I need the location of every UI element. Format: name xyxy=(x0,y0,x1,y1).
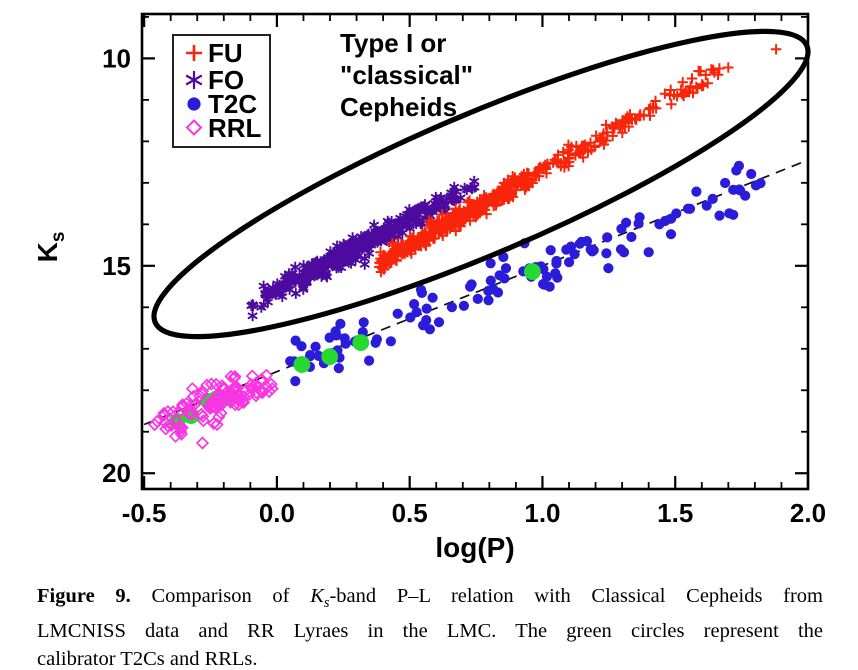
fo-asterisk-icon xyxy=(185,71,203,89)
caption-line-1: Figure 9. Comparison of Ks-band P–L rela… xyxy=(37,585,823,612)
scatter-points xyxy=(374,44,782,278)
caption-figure-label: Figure 9. xyxy=(37,585,131,607)
t2c-rrl-fit-line xyxy=(143,159,809,426)
caption-line-3: calibrator T2Cs and RRLs. xyxy=(37,648,258,670)
scatter-points xyxy=(147,368,279,450)
annotation-line-3: Cepheids xyxy=(340,92,457,122)
legend-label-t2c: T2C xyxy=(208,89,257,119)
y-axis-label: Ks xyxy=(32,232,69,263)
axes-frame: -0.5 0.0 0.5 1.0 1.5 2.0 10 15 20 xyxy=(102,12,826,528)
classical-cepheids-annotation: Type I or "classical" Cepheids xyxy=(340,28,473,122)
figure-caption: Figure 9. Comparison of Ks-band P–L rela… xyxy=(37,582,823,670)
y-tick-label: 20 xyxy=(102,458,131,488)
rrl-series xyxy=(147,368,279,450)
x-tick-label: -0.5 xyxy=(122,498,167,528)
x-tick-label: 1.0 xyxy=(524,498,560,528)
legend-label-fo: FO xyxy=(208,65,244,95)
x-axis-label: log(P) xyxy=(435,532,514,563)
rrl-diamond-icon xyxy=(185,119,203,136)
legend-label-fu: FU xyxy=(208,38,243,68)
x-tick-label: 0.0 xyxy=(259,498,295,528)
x-tick-label: 1.5 xyxy=(657,498,693,528)
y-tick-label: 15 xyxy=(102,251,131,281)
legend-label-rrl: RRL xyxy=(208,113,262,143)
green-calibrator-points xyxy=(168,263,541,430)
t2c-circle-icon xyxy=(187,97,201,111)
fu-plus-icon xyxy=(186,45,202,61)
scatter-points xyxy=(246,175,480,322)
caption-line-2: LMCNISS data and RR Lyraes in the LMC. T… xyxy=(37,620,823,643)
classical-cepheids-ellipse xyxy=(151,28,811,340)
x-tick-label: 2.0 xyxy=(790,498,826,528)
scatter-points xyxy=(168,263,541,430)
fo-cepheid-series xyxy=(246,175,480,322)
fu-cepheid-series xyxy=(374,44,782,278)
annotation-line-2: "classical" xyxy=(340,60,473,90)
annotation-line-1: Type I or xyxy=(340,28,446,58)
x-tick-label: 0.5 xyxy=(392,498,428,528)
legend: FU FO T2C RRL xyxy=(172,34,271,148)
y-tick-label: 10 xyxy=(102,43,131,73)
